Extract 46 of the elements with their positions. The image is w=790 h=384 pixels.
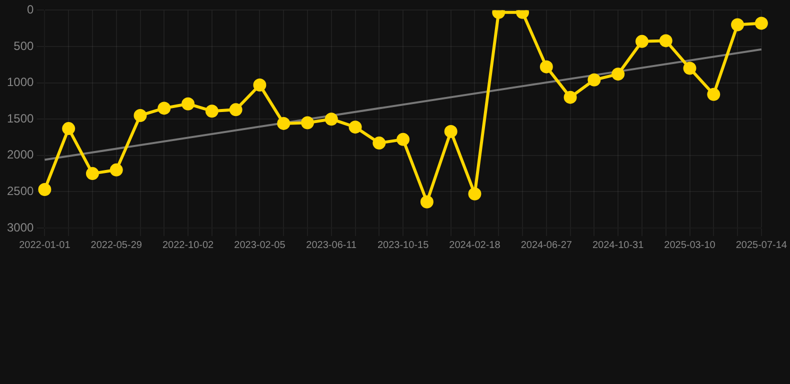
point: [110, 163, 123, 176]
point: [182, 97, 195, 110]
point: [396, 132, 410, 146]
x-tick-label: 2022-05-29: [90, 240, 142, 251]
y-tick-label: 2000: [6, 148, 34, 162]
point: [683, 62, 696, 75]
y-tick-label: 2500: [6, 184, 34, 198]
x-tick-label: 2024-06-27: [520, 240, 572, 251]
x-tick-label: 2024-02-18: [449, 240, 501, 251]
point: [253, 78, 266, 92]
x-tick-label: 2025-07-14: [736, 240, 788, 251]
point: [134, 108, 147, 122]
point: [229, 103, 242, 116]
point: [754, 16, 768, 30]
point: [707, 88, 720, 101]
point: [635, 34, 648, 48]
y-tick-label: 1000: [6, 75, 34, 90]
point: [540, 60, 553, 74]
point: [659, 34, 672, 48]
y-tick-label: 500: [14, 38, 34, 53]
point: [372, 136, 386, 150]
point: [468, 187, 482, 200]
x-tick-label: 2022-10-02: [162, 240, 214, 251]
point: [205, 104, 218, 118]
point: [300, 116, 314, 130]
x-tick-label: 2025-03-10: [664, 240, 716, 251]
x-tick-label: 2023-06-11: [306, 240, 358, 251]
point: [158, 102, 171, 115]
x-tick-label: 2023-10-15: [377, 240, 430, 251]
point: [62, 122, 76, 136]
point: [86, 167, 99, 180]
y-tick-label: 1500: [6, 111, 34, 126]
y-tick-label: 3000: [6, 220, 34, 234]
point: [731, 18, 744, 32]
point: [588, 73, 601, 86]
point: [277, 116, 290, 130]
point: [612, 68, 625, 81]
point: [420, 195, 434, 208]
x-tick-label: 2024-10-31: [592, 240, 644, 251]
x-tick-label: 2023-02-05: [234, 240, 286, 251]
point: [564, 90, 577, 104]
x-tick-label: 2022-01-01: [19, 240, 71, 251]
point: [444, 124, 458, 138]
point: [348, 120, 362, 134]
y-tick-label: 0: [27, 2, 34, 17]
point: [324, 112, 338, 126]
